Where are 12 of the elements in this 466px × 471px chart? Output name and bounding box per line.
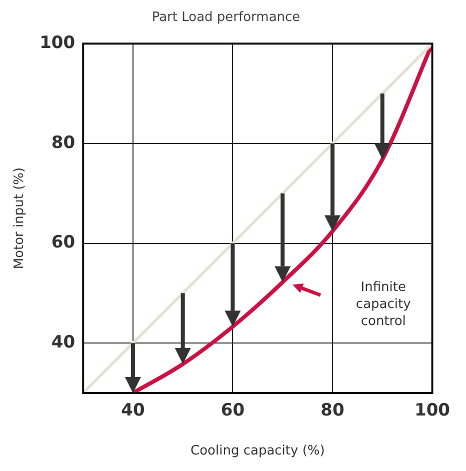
y-tick-label: 40 <box>51 332 76 353</box>
x-tick-label: 60 <box>220 400 245 421</box>
x-tick-label: 80 <box>320 400 344 421</box>
x-axis-title: Cooling capacity (%) <box>190 444 325 459</box>
x-tick-label: 40 <box>121 400 145 421</box>
x-tick-label: 100 <box>414 400 450 421</box>
annotation: Infinite capacity control <box>356 280 412 330</box>
chart-title: Part Load performance <box>152 10 300 26</box>
y-axis-title: Motor input (%) <box>12 167 28 270</box>
y-tick-label: 60 <box>51 232 76 253</box>
y-tick-label: 100 <box>40 33 76 54</box>
y-tick-label: 80 <box>51 132 76 153</box>
